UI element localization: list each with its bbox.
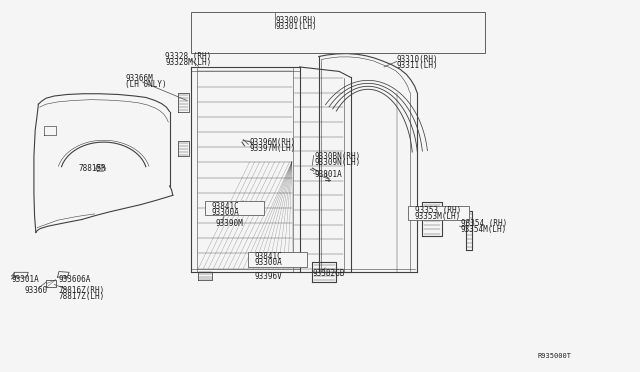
Bar [205, 201, 264, 215]
Bar [191, 12, 485, 53]
Text: 78816Z(RH): 78816Z(RH) [59, 286, 105, 295]
Text: 9330BN(RH): 9330BN(RH) [315, 153, 361, 161]
Text: 93301A: 93301A [12, 275, 39, 284]
Bar [408, 206, 469, 220]
Text: 93382GB: 93382GB [312, 269, 345, 278]
Text: 93300A: 93300A [211, 208, 239, 217]
Text: 93328 (RH): 93328 (RH) [165, 52, 211, 61]
Text: 93396V: 93396V [255, 272, 282, 280]
Text: 93396M(RH): 93396M(RH) [250, 138, 296, 147]
Text: 933606A: 933606A [59, 275, 92, 284]
Text: 93300A: 93300A [255, 258, 282, 267]
Text: 78815R: 78815R [78, 164, 106, 173]
Text: 93354 (RH): 93354 (RH) [461, 219, 507, 228]
Text: 93301(LH): 93301(LH) [275, 22, 317, 31]
Text: 93841C: 93841C [211, 202, 239, 211]
Text: 93390M: 93390M [215, 219, 243, 228]
Bar [248, 252, 307, 267]
Text: 78817Z(LH): 78817Z(LH) [59, 292, 105, 301]
Text: 93311(LH): 93311(LH) [397, 61, 438, 70]
Text: 93366M: 93366M [125, 74, 153, 83]
Text: 93300(RH): 93300(RH) [275, 16, 317, 25]
Text: R935000T: R935000T [538, 353, 572, 359]
Text: 93328M(LH): 93328M(LH) [165, 58, 211, 67]
Text: 93397M(LH): 93397M(LH) [250, 144, 296, 153]
Text: 93353M(LH): 93353M(LH) [415, 212, 461, 221]
Text: 93353 (RH): 93353 (RH) [415, 206, 461, 215]
Text: 93310(RH): 93310(RH) [397, 55, 438, 64]
Text: 93841C: 93841C [255, 252, 282, 261]
Text: 93309N(LH): 93309N(LH) [315, 158, 361, 167]
Text: 93360: 93360 [24, 286, 47, 295]
Text: 93801A: 93801A [315, 170, 342, 179]
Text: (LH ONLY): (LH ONLY) [125, 80, 167, 89]
Text: 93354M(LH): 93354M(LH) [461, 225, 507, 234]
